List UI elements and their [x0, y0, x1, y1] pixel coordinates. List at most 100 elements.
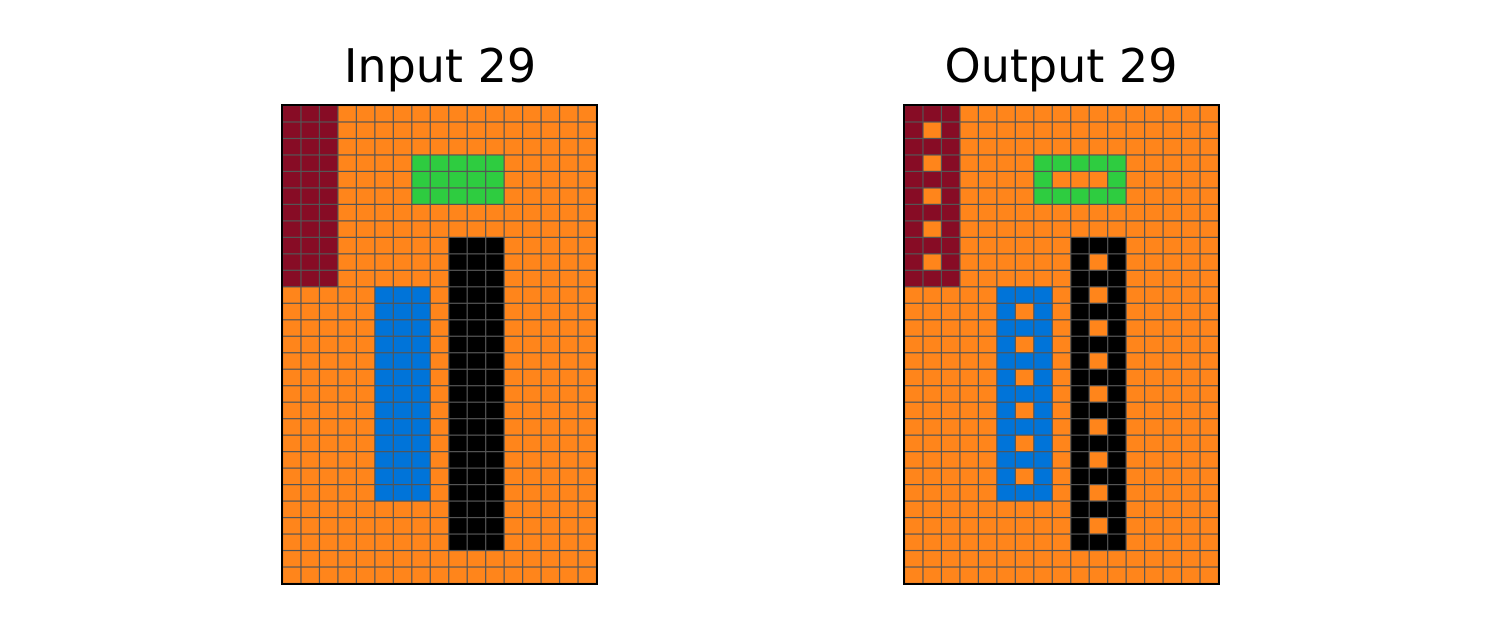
grid-cell [1052, 419, 1071, 435]
grid-cell [541, 386, 559, 402]
grid-cell [412, 106, 430, 122]
grid-cell [960, 435, 978, 452]
grid-cell [578, 501, 596, 517]
grid-cell [504, 518, 523, 534]
grid-cell [997, 320, 1015, 336]
grid-cell [942, 106, 960, 122]
grid-cell [283, 270, 301, 287]
grid-cell [486, 139, 504, 155]
grid-cell [923, 353, 941, 369]
grid-cell [905, 287, 923, 303]
grid-cell [467, 468, 486, 485]
grid-cell [283, 419, 301, 435]
grid-cell [356, 419, 375, 435]
grid-cell [1126, 468, 1145, 485]
grid-cell [449, 204, 467, 221]
grid-cell [1200, 188, 1218, 204]
grid-cell [338, 139, 356, 155]
grid-cell [560, 452, 578, 468]
grid-cell [504, 353, 523, 369]
grid-cell [942, 534, 960, 550]
grid-cell [430, 534, 449, 550]
grid-cell [504, 452, 523, 468]
grid-cell [1108, 303, 1126, 320]
grid-cell [1126, 369, 1145, 386]
grid-cell [320, 172, 338, 188]
grid-cell [504, 485, 523, 501]
grid-cell [978, 106, 997, 122]
grid-cell [541, 402, 559, 419]
grid-cell [1071, 155, 1089, 171]
grid-cell [1200, 303, 1218, 320]
grid-cell [1108, 452, 1126, 468]
grid-cell [578, 270, 596, 287]
grid-cell [393, 287, 412, 303]
grid-cell [978, 402, 997, 419]
grid-cell [375, 419, 393, 435]
grid-cell [375, 155, 393, 171]
grid-cell [467, 485, 486, 501]
grid-cell [486, 287, 504, 303]
grid-cell [942, 353, 960, 369]
grid-cell [578, 353, 596, 369]
grid-cell [412, 336, 430, 353]
grid-cell [1071, 452, 1089, 468]
grid-cell [283, 452, 301, 468]
grid-cell [1182, 386, 1200, 402]
grid-cell [430, 221, 449, 237]
grid-cell [1126, 106, 1145, 122]
grid-cell [905, 485, 923, 501]
grid-cell [1089, 106, 1108, 122]
grid-cell [449, 303, 467, 320]
grid-cell [1052, 172, 1071, 188]
grid-cell [375, 435, 393, 452]
grid-cell [430, 188, 449, 204]
grid-cell [393, 155, 412, 171]
grid-cell [1015, 468, 1034, 485]
grid-cell [1052, 501, 1071, 517]
grid-cell [356, 254, 375, 270]
grid-cell [960, 155, 978, 171]
grid-cell [578, 468, 596, 485]
grid-cell [960, 122, 978, 138]
grid-cell [486, 320, 504, 336]
grid-cell [1015, 435, 1034, 452]
grid-cell [1108, 320, 1126, 336]
grid-cell [905, 435, 923, 452]
grid-cell [1145, 402, 1163, 419]
grid-cell [1052, 270, 1071, 287]
grid-cell [1182, 419, 1200, 435]
grid-cell [905, 419, 923, 435]
grid-cell [997, 303, 1015, 320]
grid-cell [1015, 452, 1034, 468]
grid-cell [923, 468, 941, 485]
grid-cell [283, 435, 301, 452]
grid-cell [338, 534, 356, 550]
grid-cell [486, 369, 504, 386]
grid-cell [356, 303, 375, 320]
grid-cell [942, 402, 960, 419]
grid-cell [283, 139, 301, 155]
grid-cell [486, 485, 504, 501]
grid-cell [301, 435, 319, 452]
grid-cell [320, 468, 338, 485]
grid-cell [1126, 122, 1145, 138]
grid-cell [905, 254, 923, 270]
grid-cell [430, 287, 449, 303]
grid-cell [1163, 435, 1181, 452]
grid-cell [283, 204, 301, 221]
grid-cell [283, 303, 301, 320]
grid-cell [997, 518, 1015, 534]
grid-cell [467, 518, 486, 534]
grid-cell [430, 567, 449, 583]
grid-cell [467, 122, 486, 138]
grid-cell [356, 402, 375, 419]
grid-cell [1071, 221, 1089, 237]
grid-cell [1182, 270, 1200, 287]
grid-cell [541, 303, 559, 320]
grid-cell [523, 419, 541, 435]
grid-cell [1034, 435, 1052, 452]
grid-cell [523, 501, 541, 517]
grid-cell [1182, 106, 1200, 122]
grid-cell [541, 534, 559, 550]
